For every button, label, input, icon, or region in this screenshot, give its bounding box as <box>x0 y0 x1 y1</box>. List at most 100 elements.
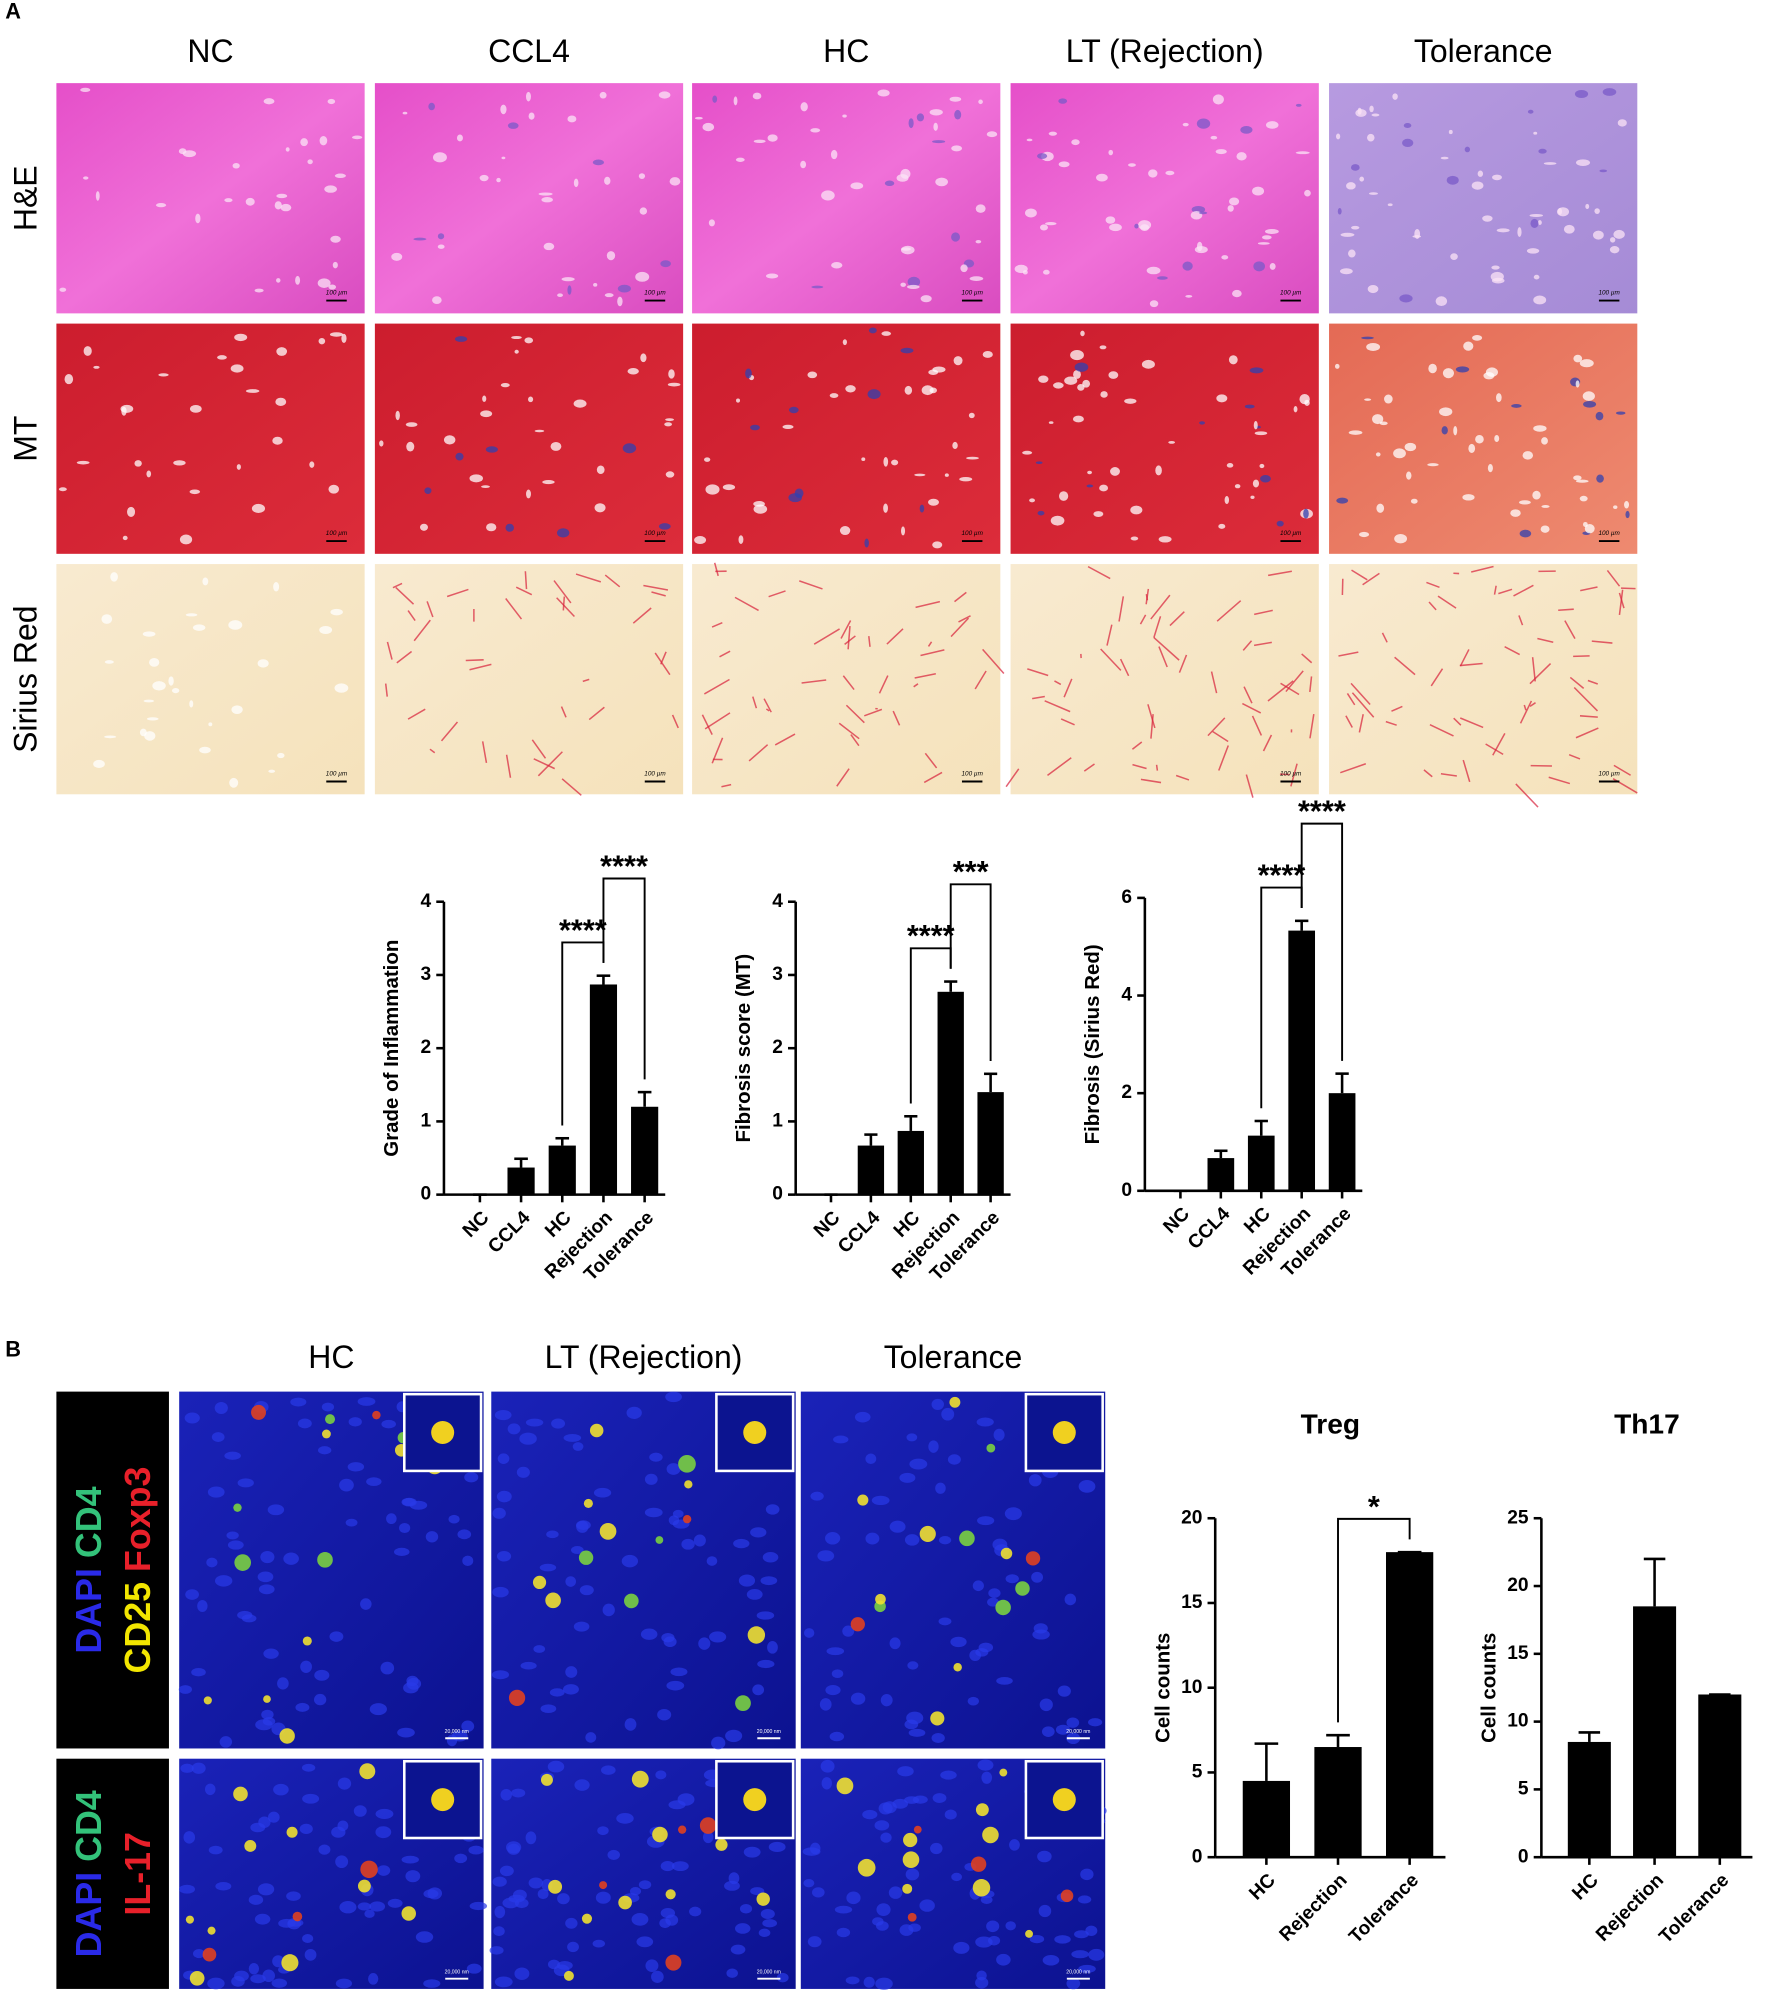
tissue-texture <box>904 385 913 395</box>
nucleus <box>329 1631 344 1642</box>
collagen-fiber <box>974 670 987 690</box>
y-tick-label: 10 <box>1181 1677 1202 1698</box>
tissue-texture <box>93 759 105 768</box>
tissue-texture <box>767 134 778 142</box>
collagen-fiber <box>531 739 547 759</box>
tissue-texture <box>1592 230 1604 240</box>
collagen-fiber <box>1350 682 1371 706</box>
tissue-texture <box>505 523 514 532</box>
nucleus <box>651 1970 664 1983</box>
tissue-texture <box>1218 523 1226 529</box>
y-tick-label: 4 <box>1121 985 1132 1006</box>
tissue-texture <box>300 138 308 147</box>
panel-label: A <box>5 0 21 24</box>
tissue-texture <box>1014 264 1028 274</box>
tissue-texture <box>782 424 794 430</box>
nucleus <box>283 1552 299 1565</box>
tissue-texture <box>788 493 802 503</box>
tissue-texture <box>1540 525 1550 533</box>
nucleus <box>464 1472 479 1483</box>
tissue-texture <box>1610 237 1616 243</box>
collagen-fiber <box>1158 646 1168 668</box>
inset-cell <box>743 1421 767 1445</box>
tissue-texture <box>245 389 260 393</box>
nucleus <box>711 1736 726 1750</box>
tissue-texture <box>919 504 925 513</box>
tissue-texture <box>900 526 906 536</box>
nucleus <box>756 1611 775 1620</box>
nucleus <box>938 1536 952 1545</box>
positive-cell <box>401 1906 416 1921</box>
tissue-texture <box>1350 164 1360 171</box>
nucleus <box>706 1556 718 1566</box>
tissue-texture <box>660 260 671 268</box>
tissue-texture <box>959 477 973 482</box>
y-tick-label: 0 <box>1518 1846 1529 1867</box>
nucleus <box>214 1402 228 1414</box>
nucleus <box>880 1694 893 1707</box>
nucleus <box>825 1685 841 1696</box>
nucleus <box>935 1482 946 1494</box>
nucleus <box>1037 1850 1052 1863</box>
positive-cell <box>907 1912 917 1922</box>
tissue-texture <box>1348 430 1363 435</box>
y-tick-label: 3 <box>772 964 783 985</box>
significance-bracket <box>602 877 646 1080</box>
collagen-fiber <box>1618 589 1624 616</box>
collagen-fiber <box>505 598 523 620</box>
tissue-texture <box>1575 159 1591 167</box>
tissue-texture <box>534 429 545 433</box>
tissue-texture <box>1196 241 1203 252</box>
nucleus <box>638 1880 652 1890</box>
nucleus <box>313 1693 327 1706</box>
tissue-texture <box>738 535 744 544</box>
nucleus <box>987 1597 999 1607</box>
nucleus <box>551 1418 566 1429</box>
tissue-texture <box>567 285 572 295</box>
collagen-fiber <box>660 651 667 665</box>
tissue-texture <box>1346 182 1356 190</box>
y-axis-label: Grade of Inflammation <box>380 940 403 1157</box>
nucleus <box>489 1946 504 1955</box>
tissue-texture <box>556 528 570 538</box>
tissue-texture <box>59 287 67 292</box>
nucleus <box>1009 1839 1020 1851</box>
positive-cell <box>972 1879 991 1897</box>
positive-cell <box>903 1832 918 1848</box>
collagen-fiber <box>481 741 488 763</box>
nucleus <box>947 1454 961 1465</box>
collagen-fiber <box>1531 657 1536 682</box>
nucleus <box>645 1959 659 1972</box>
nucleus <box>597 1826 609 1836</box>
tissue-texture <box>821 190 835 201</box>
tissue-texture <box>1519 529 1532 538</box>
tissue-texture <box>83 176 89 180</box>
significance-label: **** <box>1258 857 1306 892</box>
tissue-texture <box>1533 425 1547 432</box>
positive-cell <box>959 1530 975 1547</box>
nucleus <box>624 1718 637 1731</box>
positive-cell <box>317 1552 333 1568</box>
nucleus <box>802 1847 821 1856</box>
positive-cell <box>292 1911 303 1922</box>
tissue-texture <box>1182 122 1189 127</box>
nucleus <box>494 1409 512 1421</box>
tissue-texture <box>1462 494 1475 501</box>
tissue-texture <box>928 498 939 506</box>
collagen-fiber <box>588 706 605 721</box>
nucleus <box>563 1433 582 1442</box>
nucleus <box>492 1586 509 1598</box>
nucleus <box>397 1727 415 1738</box>
collagen-fiber <box>1362 572 1380 586</box>
error-bar <box>1643 1557 1666 1607</box>
collagen-fiber <box>774 733 796 746</box>
positive-cell <box>372 1410 381 1420</box>
tissue-texture <box>901 247 912 251</box>
tissue-texture <box>104 735 117 739</box>
error-bar <box>1335 1072 1349 1094</box>
tissue-texture <box>1295 151 1310 155</box>
nucleus <box>862 1809 878 1820</box>
tissue-texture <box>1371 113 1380 117</box>
tissue-texture <box>800 160 807 169</box>
tissue-texture <box>202 577 209 586</box>
